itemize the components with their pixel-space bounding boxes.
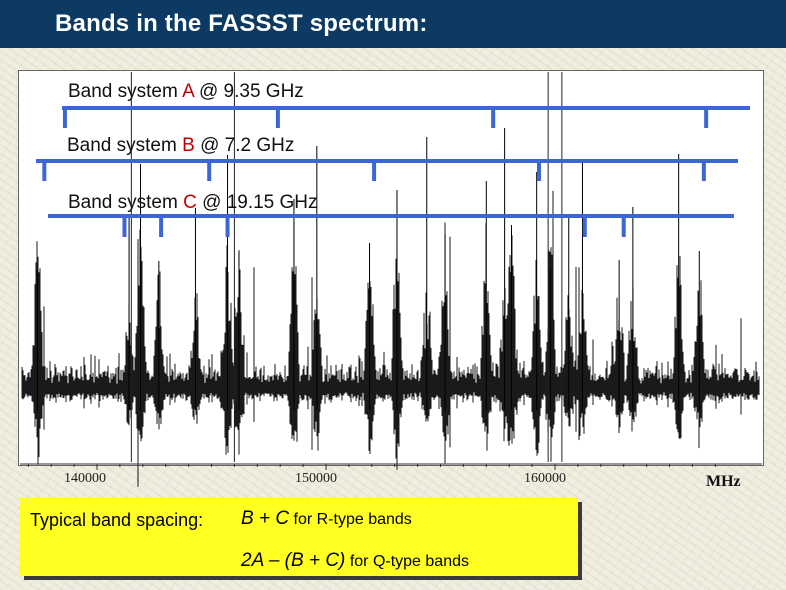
spectrum-trace: [21, 128, 760, 487]
band-spacing-note: Typical band spacing: B + C for R-type b…: [20, 498, 578, 576]
q-type-expression: 2A – (B + C): [241, 550, 346, 571]
note-q-type: 2A – (B + C) for Q-type bands: [241, 550, 469, 572]
x-axis: [20, 463, 762, 470]
page-title: Bands in the FASSST spectrum:: [55, 10, 428, 37]
r-type-expression: B + C: [241, 508, 290, 529]
note-intro: Typical band spacing:: [30, 510, 204, 530]
x-tick-label: 150000: [295, 471, 337, 486]
band-label-c: Band system C @ 19.15 GHz: [68, 192, 318, 213]
band-letter-c: C: [183, 192, 197, 213]
x-axis-unit-label: MHz: [706, 473, 741, 490]
note-r-type: B + C for R-type bands: [241, 508, 412, 530]
q-type-text: for Q-type bands: [345, 553, 469, 570]
r-type-text: for R-type bands: [289, 511, 412, 528]
band-system-combs: [36, 106, 750, 237]
x-tick-label: 160000: [524, 471, 566, 486]
band-letter-a: A: [182, 81, 194, 102]
vertical-markers: [130, 72, 563, 462]
spectrum-line: [21, 190, 760, 487]
band-label-b: Band system B @ 7.2 GHz: [67, 135, 295, 156]
x-tick-label: 140000: [64, 471, 106, 486]
band-label-a: Band system A @ 9.35 GHz: [68, 81, 304, 102]
band-letter-b: B: [182, 135, 195, 156]
title-bar: Bands in the FASSST spectrum:: [0, 0, 786, 48]
